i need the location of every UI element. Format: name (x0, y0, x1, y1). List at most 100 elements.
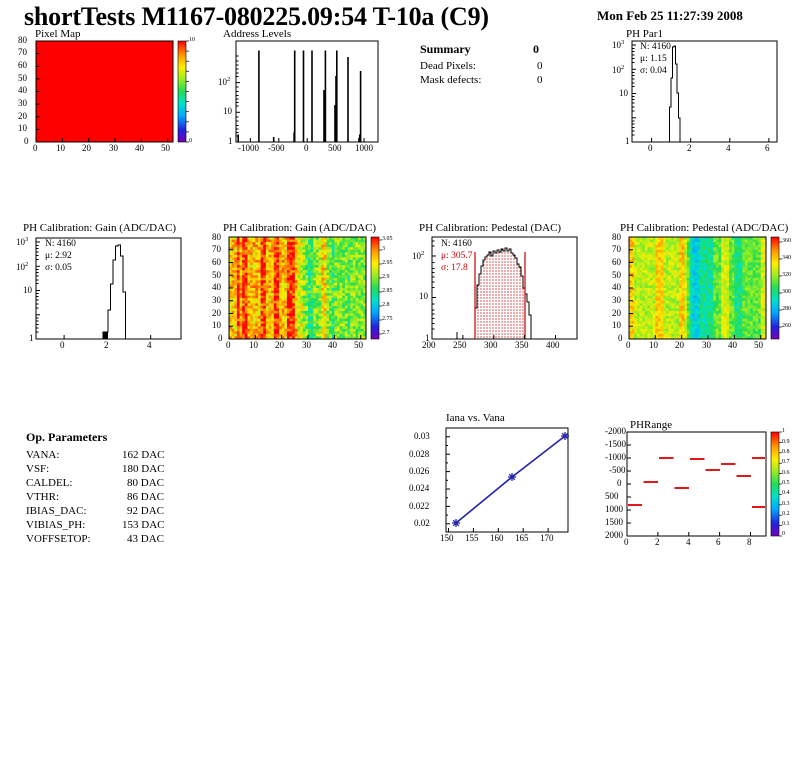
ph-par1-stat-mu: μ: 1.15 (640, 54, 667, 64)
gain-map-ytick-70: 70 (212, 244, 221, 254)
gain-map-ytick-50: 50 (212, 270, 221, 280)
page-title: shortTests M1167-080225.09:54 T-10a (C9) (24, 2, 489, 31)
gain-hist-ytick-10: 10 (23, 285, 32, 295)
pixel-map-title: Pixel Map (35, 28, 81, 40)
phrange-ytick-1500p: -1500 (605, 439, 626, 449)
phrange-ytick-1000n: 1000 (605, 504, 623, 514)
panel-gain-hist: PH Calibration: Gain (ADC/DAC) N: 4160 μ… (12, 222, 197, 355)
address-levels-plot[interactable] (210, 28, 390, 158)
address-xtick-0: 0 (304, 143, 309, 153)
panel-pedestal-map: PH Calibration: Pedestal (ADC/DAC) 0 10 … (605, 222, 796, 355)
summary-row-0-label: Dead Pixels: (420, 60, 476, 72)
phrange-ztick-02: 0.2 (782, 511, 790, 517)
op-param-4-value: 92 DAC (127, 505, 164, 517)
gain-map-ytick-60: 60 (212, 257, 221, 267)
pedestal-map-ytick-0: 0 (618, 333, 623, 343)
gain-hist-xtick-2: 2 (104, 340, 109, 350)
phrange-ztick-1: 1 (782, 428, 785, 434)
gain-map-ztick-1: 2.75 (382, 316, 393, 322)
pedestal-hist-plot[interactable] (408, 222, 598, 355)
pixel-map-ztick-max: 10 (189, 37, 195, 43)
pixel-map-ytick-30: 30 (18, 98, 27, 108)
phrange-xtick-6: 6 (716, 537, 721, 547)
pixel-map-ytick-50: 50 (18, 73, 27, 83)
iana-vs-vana-title: Iana vs. Vana (446, 412, 505, 424)
pixel-map-xtick-0: 0 (33, 143, 38, 153)
pedestal-map-ytick-10: 10 (612, 320, 621, 330)
address-ytick-10: 10 (223, 106, 232, 116)
pedestal-map-xtick-50: 50 (754, 340, 763, 350)
pedestal-map-ztick-5: 360 (782, 238, 791, 244)
pixel-map-plot[interactable] (12, 28, 197, 158)
op-param-4-label: IBIAS_DAC: (26, 505, 87, 517)
pixel-map-xtick-30: 30 (109, 143, 118, 153)
ph-par1-stat-sigma: σ: 0.04 (640, 66, 667, 76)
phrange-ytick-2000n: 2000 (605, 530, 623, 540)
pixel-map-ztick-min: 0 (189, 138, 192, 144)
pixel-map-ytick-70: 70 (18, 47, 27, 57)
ph-par1-plot[interactable] (608, 28, 788, 158)
ph-par1-ytick-1000: 103 (612, 39, 625, 50)
phrange-ztick-01: 0.1 (782, 521, 790, 527)
gain-map-ztick-5: 2.95 (382, 260, 393, 266)
pedestal-hist-ytick-100: 102 (412, 250, 425, 261)
pedestal-hist-ytick-1: 1 (425, 333, 430, 343)
pedestal-map-xtick-10: 10 (649, 340, 658, 350)
phrange-ytick-0: 0 (617, 478, 622, 488)
iana-vs-vana-plot[interactable] (408, 412, 598, 552)
gain-map-ztick-7: 3.05 (382, 236, 393, 242)
ph-par1-ytick-1: 1 (625, 136, 630, 146)
pedestal-map-xtick-30: 30 (702, 340, 711, 350)
phrange-xtick-2: 2 (655, 537, 660, 547)
panel-gain-map: PH Calibration: Gain (ADC/DAC) 0 (205, 222, 395, 355)
pixel-map-ytick-80: 80 (18, 35, 27, 45)
summary-row-1-value: 0 (537, 74, 543, 86)
iana-ytick-0: 0.02 (414, 518, 430, 528)
phrange-ztick-07: 0.7 (782, 459, 790, 465)
gain-map-plot[interactable] (205, 222, 395, 355)
address-xtick--500: -500 (268, 143, 285, 153)
gain-hist-plot[interactable] (12, 222, 197, 355)
pixel-map-ytick-10: 10 (18, 123, 27, 133)
pedestal-map-ytick-80: 80 (612, 232, 621, 242)
iana-xtick-150: 150 (440, 533, 454, 543)
iana-ytick-1: 0.022 (409, 501, 430, 511)
iana-ytick-2: 0.024 (409, 483, 430, 493)
op-param-1-label: VSF: (26, 463, 50, 475)
pixel-map-ytick-0: 0 (24, 136, 29, 146)
gain-map-xtick-30: 30 (302, 340, 311, 350)
phrange-xtick-4: 4 (686, 537, 691, 547)
ph-par1-xtick-0: 0 (648, 143, 653, 153)
gain-map-ztick-6: 3 (382, 246, 385, 252)
panel-iana-vs-vana: Iana vs. Vana 0.02 0.022 0.024 0.026 0.0… (408, 412, 598, 552)
phrange-ytick-500p: -500 (609, 465, 626, 475)
pedestal-hist-stat-n: N: 4160 (441, 239, 472, 249)
gain-hist-xtick-4: 4 (147, 340, 152, 350)
pedestal-map-ztick-1: 280 (782, 306, 791, 312)
pedestal-map-ytick-60: 60 (612, 257, 621, 267)
pedestal-map-ytick-40: 40 (612, 282, 621, 292)
gain-hist-title: PH Calibration: Gain (ADC/DAC) (23, 222, 177, 234)
ph-par1-xtick-2: 2 (687, 143, 692, 153)
pedestal-map-ytick-20: 20 (612, 308, 621, 318)
op-param-3-label: VTHR: (26, 491, 59, 503)
gain-hist-ytick-1: 1 (29, 333, 34, 343)
iana-xtick-165: 165 (515, 533, 529, 543)
pedestal-map-ytick-50: 50 (612, 270, 621, 280)
pedestal-hist-stat-sigma: σ: 17.8 (441, 263, 468, 273)
pedestal-map-plot[interactable] (605, 222, 796, 355)
pedestal-map-ztick-2: 300 (782, 289, 791, 295)
address-ytick-1: 1 (228, 136, 233, 146)
gain-map-ztick-4: 2.9 (382, 274, 390, 280)
iana-ytick-4: 0.028 (409, 449, 430, 459)
pedestal-map-ztick-4: 340 (782, 255, 791, 261)
gain-hist-ytick-1000: 103 (16, 236, 29, 247)
pixel-map-xtick-20: 20 (82, 143, 91, 153)
panel-address-levels: Address Levels (210, 28, 390, 158)
op-parameters-heading: Op. Parameters (26, 430, 108, 444)
phrange-ztick-08: 0.8 (782, 449, 790, 455)
summary-heading: Summary (420, 42, 471, 56)
phrange-plot[interactable] (605, 412, 796, 552)
pedestal-map-title: PH Calibration: Pedestal (ADC/DAC) (620, 222, 789, 234)
pedestal-map-xtick-0: 0 (626, 340, 631, 350)
